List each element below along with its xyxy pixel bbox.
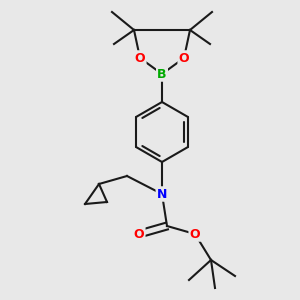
Text: O: O: [179, 52, 189, 64]
Text: O: O: [135, 52, 145, 64]
Text: N: N: [157, 188, 167, 200]
Text: O: O: [190, 227, 200, 241]
Text: B: B: [157, 68, 167, 80]
Text: O: O: [134, 227, 144, 241]
